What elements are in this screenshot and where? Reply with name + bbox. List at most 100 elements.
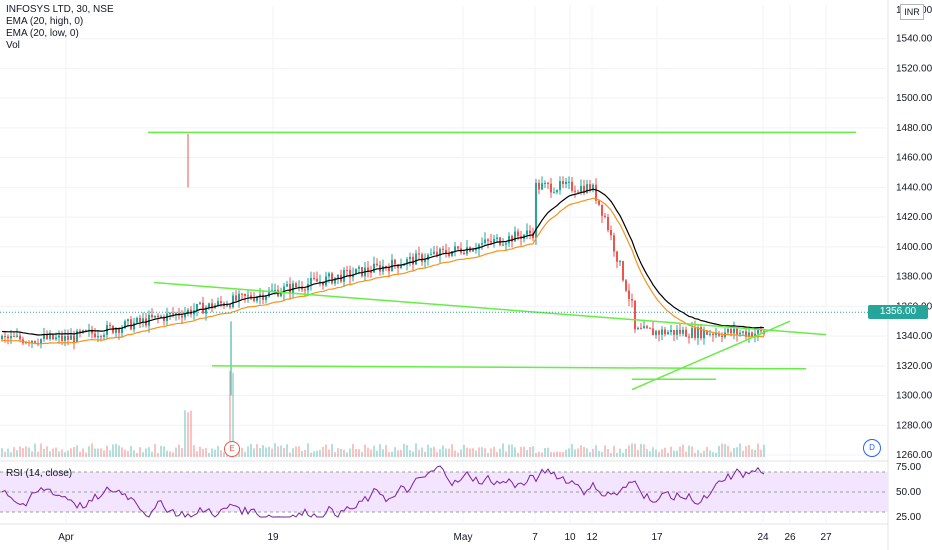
volume-bar [637, 449, 639, 457]
volume-bar [574, 449, 576, 457]
volume-bar [361, 451, 363, 457]
volume-bar [499, 448, 501, 457]
earnings-badge[interactable]: E [224, 441, 240, 457]
candle-body [634, 300, 636, 330]
candle-body [286, 284, 288, 287]
candle-body [46, 335, 48, 340]
volume-bar [661, 449, 663, 457]
candle-body [109, 324, 111, 326]
volume-bar [664, 447, 666, 457]
volume-bar [259, 448, 261, 457]
volume-bar [151, 451, 153, 457]
volume-bar [565, 449, 567, 457]
candle-body [247, 295, 249, 297]
candle-body [406, 259, 408, 265]
candle-body [175, 313, 177, 315]
y-tick-label: 1280.00 [896, 420, 932, 431]
y-tick-label: 1540.00 [896, 34, 932, 45]
volume-bar [754, 449, 756, 457]
volume-bar [730, 451, 732, 457]
volume-bar [208, 452, 210, 457]
candle-body [601, 204, 603, 216]
candle-body [217, 301, 219, 306]
volume-bar [202, 448, 204, 457]
volume-bar [322, 447, 324, 457]
volume-bar [496, 452, 498, 457]
volume-bar [106, 445, 108, 457]
candle-body [436, 251, 438, 256]
candle-body [85, 330, 87, 332]
legend-volume[interactable]: Vol [6, 40, 20, 51]
currency-label[interactable]: INR [900, 4, 924, 20]
volume-bar [367, 447, 369, 457]
volume-bar [286, 444, 288, 457]
legend-ema-low[interactable]: EMA (20, low, 0) [6, 28, 79, 39]
volume-bar [556, 451, 558, 457]
candle-body [478, 244, 480, 250]
volume-bar [745, 446, 747, 457]
candle-body [643, 326, 645, 329]
symbol-title[interactable]: INFOSYS LTD, 30, NSE [6, 4, 114, 15]
volume-bar [547, 447, 549, 457]
volume-bar [532, 446, 534, 457]
candle-body [448, 253, 450, 256]
volume-bar [541, 452, 543, 457]
candle-body [562, 181, 564, 184]
volume-bar [481, 447, 483, 457]
candle-body [265, 296, 267, 300]
candle-body [535, 182, 537, 239]
candle-body [271, 290, 273, 292]
dividend-badge[interactable]: D [863, 439, 881, 457]
candle-body [187, 309, 189, 314]
volume-bar [682, 444, 684, 457]
candle-body [355, 268, 357, 275]
volume-bar [634, 443, 636, 457]
legend-ema-high[interactable]: EMA (20, high, 0) [6, 16, 84, 27]
candle-body [457, 246, 459, 249]
volume-bar [550, 452, 552, 457]
candle-body [40, 338, 42, 344]
volume-bar [52, 448, 54, 457]
legend-rsi[interactable]: RSI (14, close) [6, 468, 73, 479]
volume-bar [142, 452, 144, 457]
volume-bar [463, 444, 465, 457]
candle-body [76, 330, 78, 343]
volume-bar [625, 448, 627, 457]
volume-bar [652, 447, 654, 457]
candle-body [124, 321, 126, 328]
candle-body [400, 265, 402, 268]
candle-body [202, 302, 204, 314]
volume-bar [538, 451, 540, 457]
candle-body [538, 182, 540, 190]
candle-body [709, 333, 711, 335]
rsi-tick-label: 50.00 [896, 487, 921, 498]
candle-body [163, 316, 165, 321]
candle-body [673, 329, 675, 335]
volume-bar [22, 448, 24, 457]
volume-bar [310, 452, 312, 457]
volume-bar [199, 446, 201, 457]
volume-bar [349, 448, 351, 457]
candle-body [70, 335, 72, 340]
volume-bar [688, 445, 690, 457]
candle-body [616, 251, 618, 262]
candle-body [481, 243, 483, 245]
candle-body [280, 292, 282, 297]
volume-bar [400, 449, 402, 457]
candle-body [475, 249, 477, 251]
rsi-tick-label: 75.00 [896, 462, 921, 473]
candle-body [670, 329, 672, 333]
volume-bar [673, 450, 675, 457]
volume-bar [418, 449, 420, 457]
volume-bar [739, 443, 741, 457]
volume-bar [460, 449, 462, 457]
volume-bar [430, 447, 432, 457]
volume-bar [340, 448, 342, 457]
volume-bar [562, 451, 564, 457]
candle-body [169, 313, 171, 315]
candle-body [598, 200, 600, 205]
volume-bar [7, 448, 9, 457]
volume-bar [115, 443, 117, 457]
